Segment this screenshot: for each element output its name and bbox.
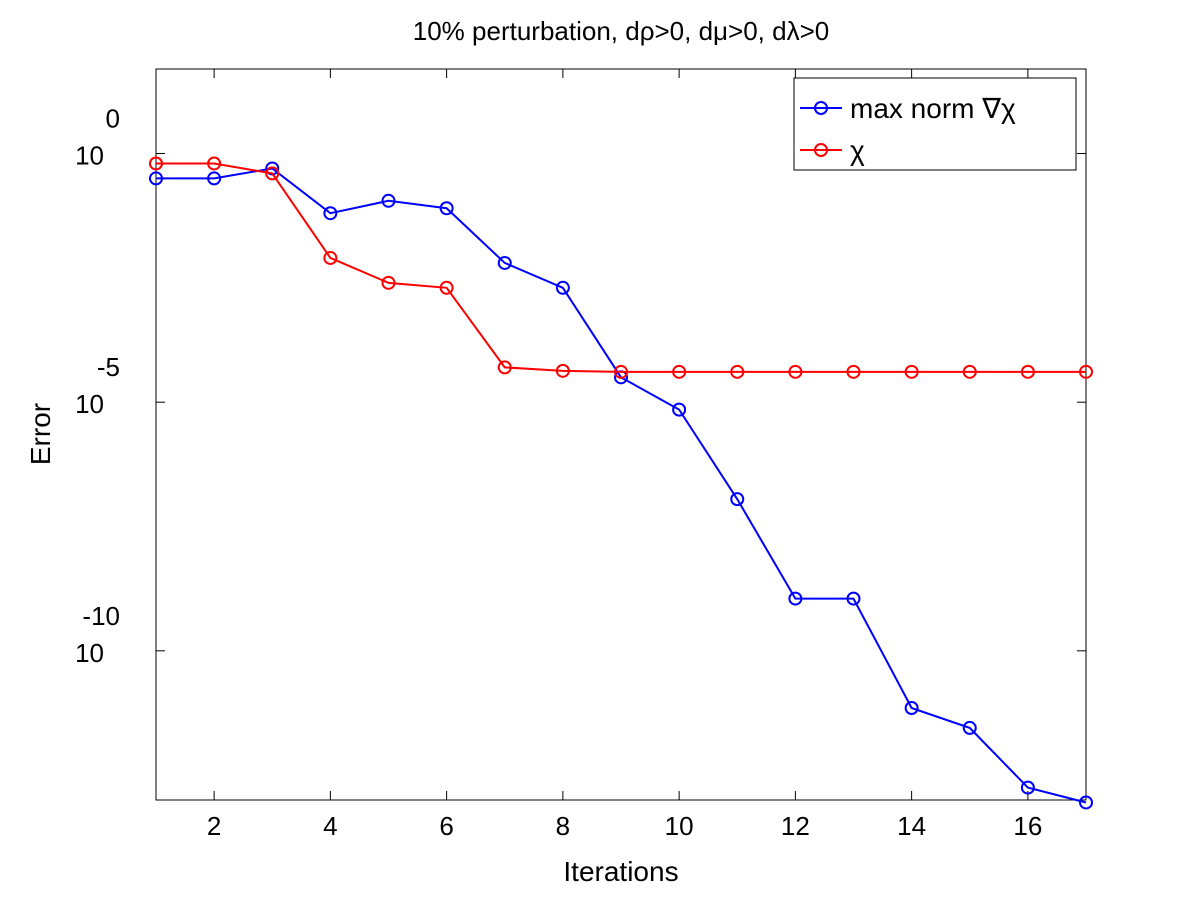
data-point — [149, 171, 163, 186]
legend-marker-max-norm — [814, 101, 828, 115]
data-point — [730, 492, 745, 507]
x-tick-label: 4 — [323, 811, 337, 841]
data-point — [672, 402, 687, 417]
series-line — [156, 162, 1086, 373]
data-point — [207, 171, 222, 186]
x-tick-label: 8 — [556, 811, 570, 841]
x-tick-label: 6 — [439, 811, 453, 841]
data-point — [788, 591, 803, 606]
data-point — [381, 193, 396, 208]
data-point — [962, 364, 977, 379]
data-point — [730, 364, 745, 379]
data-point — [207, 156, 222, 171]
x-tick-label: 16 — [1013, 811, 1042, 841]
data-point — [381, 275, 396, 290]
data-point — [962, 720, 977, 735]
data-point — [439, 280, 454, 295]
y-tick-base: 10 — [75, 141, 104, 171]
data-point — [904, 364, 919, 379]
x-tick-label: 14 — [897, 811, 926, 841]
series-1 — [149, 156, 1093, 379]
axis-ticks — [156, 69, 1086, 800]
y-tick-base: 10 — [75, 389, 104, 419]
data-point — [904, 701, 919, 716]
plot-area — [155, 68, 1087, 801]
data-point — [497, 360, 512, 375]
legend-label-chi: χ — [850, 135, 865, 166]
y-tick-base: 10 — [75, 638, 104, 668]
x-tick-label: 10 — [665, 811, 694, 841]
data-point — [439, 201, 454, 216]
legend-box — [793, 77, 1077, 171]
data-point — [1079, 795, 1093, 810]
legend: max norm ∇χ χ — [793, 77, 1077, 171]
legend-marker-chi — [814, 143, 828, 157]
data-point — [846, 591, 861, 606]
data-point — [1020, 364, 1035, 379]
y-tick-exponent: -10 — [82, 601, 120, 631]
data-point — [1020, 780, 1035, 795]
data-point — [555, 280, 570, 295]
chart-title: 10% perturbation, dρ>0, dμ>0, dλ>0 — [413, 16, 829, 46]
legend-label-max-norm: max norm ∇χ — [850, 93, 1016, 124]
data-point — [323, 206, 338, 221]
x-axis-label: Iterations — [563, 856, 678, 887]
data-point — [323, 250, 338, 265]
y-tick-exponent: 0 — [106, 104, 120, 134]
data-point — [497, 255, 512, 270]
y-axis-label: Error — [25, 403, 56, 465]
data-point — [555, 363, 570, 378]
data-point — [265, 166, 280, 181]
data-point — [846, 364, 861, 379]
data-point — [149, 156, 163, 171]
y-tick-exponent: -5 — [97, 352, 120, 382]
data-point — [788, 364, 803, 379]
data-point — [672, 364, 687, 379]
x-tick-label: 2 — [207, 811, 221, 841]
data-point — [1079, 364, 1093, 379]
data-point — [614, 364, 628, 379]
x-tick-label: 12 — [781, 811, 810, 841]
series-layer — [149, 156, 1093, 810]
